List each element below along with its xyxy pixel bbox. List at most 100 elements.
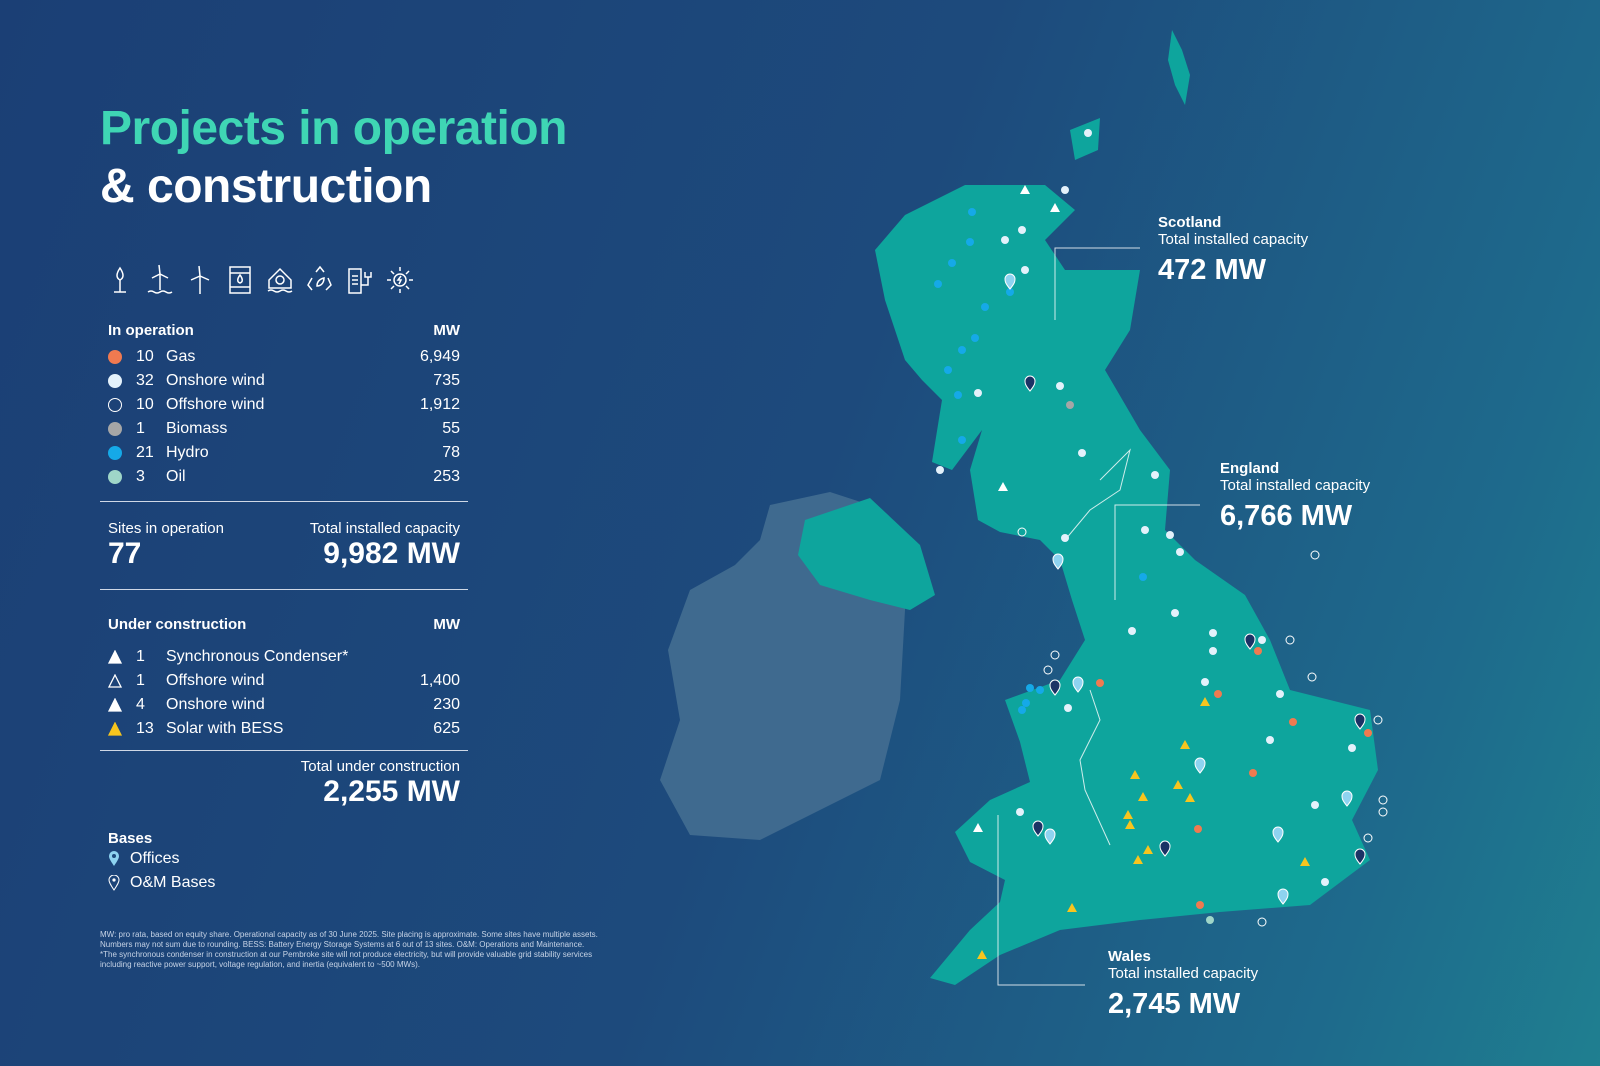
- base-pin-icon: [1272, 826, 1284, 843]
- site-marker: [1214, 690, 1222, 698]
- gas-flame-icon: [114, 266, 126, 293]
- legend-row: 13 Solar with BESS 625: [100, 717, 468, 741]
- site-marker: [1151, 471, 1159, 479]
- site-marker: [1018, 706, 1026, 714]
- construction-marker: [1125, 820, 1135, 829]
- site-marker: [1194, 825, 1202, 833]
- site-marker: [1171, 609, 1179, 617]
- site-marker: [1206, 916, 1214, 924]
- site-marker: [1276, 690, 1284, 698]
- legend-count: 32: [136, 372, 154, 389]
- offshore-wind-marker: [1378, 807, 1388, 817]
- footnote: MW: pro rata, based on equity share. Ope…: [100, 930, 598, 969]
- site-marker: [1022, 699, 1030, 707]
- site-marker: [1348, 744, 1356, 752]
- base-pin-icon: [1354, 713, 1366, 730]
- site-marker: [936, 466, 944, 474]
- great-britain-landmass: [875, 185, 1378, 985]
- offshore-wind-marker: [1307, 672, 1317, 682]
- legend-label: Solar with BESS: [166, 720, 284, 737]
- legend-row: 4 Onshore wind 230: [100, 693, 468, 717]
- construction-marker: [1130, 770, 1140, 779]
- construction-marker: [1200, 697, 1210, 706]
- legend-mw: 1,400: [419, 672, 460, 689]
- site-marker: [958, 436, 966, 444]
- offshore-wind-marker: [1310, 550, 1320, 560]
- site-marker: [1196, 901, 1204, 909]
- site-marker: [1139, 573, 1147, 581]
- site-marker: [1201, 678, 1209, 686]
- site-marker: [934, 280, 942, 288]
- site-marker: [1128, 627, 1136, 635]
- base-pin-icon: [1004, 273, 1016, 290]
- site-marker: [974, 389, 982, 397]
- legend-label: Synchronous Condenser*: [166, 648, 349, 665]
- site-marker: [1254, 647, 1262, 655]
- offshore-wind-marker: [1017, 527, 1027, 537]
- legend-label: Onshore wind: [166, 372, 265, 389]
- hydro-icon: [267, 267, 293, 293]
- site-marker: [948, 259, 956, 267]
- construction-marker: [1143, 845, 1153, 854]
- site-marker: [1064, 704, 1072, 712]
- construction-marker: [1123, 810, 1133, 819]
- bases-legend: Bases Offices O&M Bases: [108, 830, 216, 891]
- legend-mw: 230: [433, 696, 460, 713]
- england-callout: [1114, 504, 1200, 600]
- site-marker: [1001, 236, 1009, 244]
- legend-label: Onshore wind: [166, 696, 265, 713]
- legend-mw: 625: [433, 720, 460, 737]
- site-marker: [1078, 449, 1086, 457]
- construction-marker: [1133, 855, 1143, 864]
- legend-mw: 1,912: [419, 396, 460, 413]
- base-pin-icon: [1049, 679, 1061, 696]
- site-marker: [1036, 686, 1044, 694]
- site-marker: [1084, 129, 1092, 137]
- battery-storage-icon: [348, 268, 372, 294]
- legend-label: Gas: [166, 348, 196, 365]
- offshore-wind-marker: [1378, 795, 1388, 805]
- legend-row: 3 Oil 253: [100, 465, 468, 489]
- legend-row: 1 Biomass 55: [100, 417, 468, 441]
- base-pin-icon: [1159, 840, 1171, 857]
- offshore-wind-marker: [1373, 715, 1383, 725]
- legend-mw: 6,949: [419, 348, 460, 365]
- legend-mw: 55: [442, 420, 460, 437]
- construction-marker: [973, 823, 983, 832]
- region-wales: Wales Total installed capacity 2,745 MW: [1108, 948, 1259, 1020]
- pin-filled-icon: [109, 851, 119, 866]
- base-pin-icon: [1052, 553, 1064, 570]
- site-marker: [1166, 531, 1174, 539]
- base-pin-icon: [1072, 676, 1084, 693]
- region-scotland: Scotland Total installed capacity 472 MW: [1158, 214, 1309, 286]
- legend-mw: 253: [433, 468, 460, 485]
- legend-row: 10 Gas 6,949: [100, 345, 468, 369]
- legend-dot-icon: [108, 374, 122, 388]
- offshore-wind-marker: [1043, 665, 1053, 675]
- site-marker: [1026, 684, 1034, 692]
- site-marker: [968, 208, 976, 216]
- under-construction-legend: Under construction MW 1 Synchronous Conden…: [100, 616, 468, 741]
- offshore-wind-marker: [1257, 917, 1267, 927]
- base-pin-icon: [1032, 820, 1044, 837]
- shetland: [1168, 30, 1190, 105]
- base-pin-icon: [1024, 375, 1036, 392]
- legend-label: Oil: [166, 468, 186, 485]
- construction-marker: [1300, 857, 1310, 866]
- base-pin-icon: [1354, 848, 1366, 865]
- divider: [100, 750, 468, 751]
- wales-callout: [997, 815, 1085, 986]
- scotland-callout: [1054, 247, 1140, 320]
- site-marker: [1311, 801, 1319, 809]
- legend-count: 13: [136, 720, 154, 737]
- legend-count: 1: [136, 672, 145, 689]
- base-pin-icon: [1341, 790, 1353, 807]
- site-marker: [981, 303, 989, 311]
- construction-marker: [1067, 903, 1077, 912]
- legend-count: 10: [136, 396, 154, 413]
- solar-icon: [387, 267, 413, 293]
- triangle-icon: [107, 721, 123, 736]
- in-operation-legend: In operation MW 10 Gas 6,949 32 Onshore wind 7…: [100, 322, 468, 489]
- site-marker: [1066, 401, 1074, 409]
